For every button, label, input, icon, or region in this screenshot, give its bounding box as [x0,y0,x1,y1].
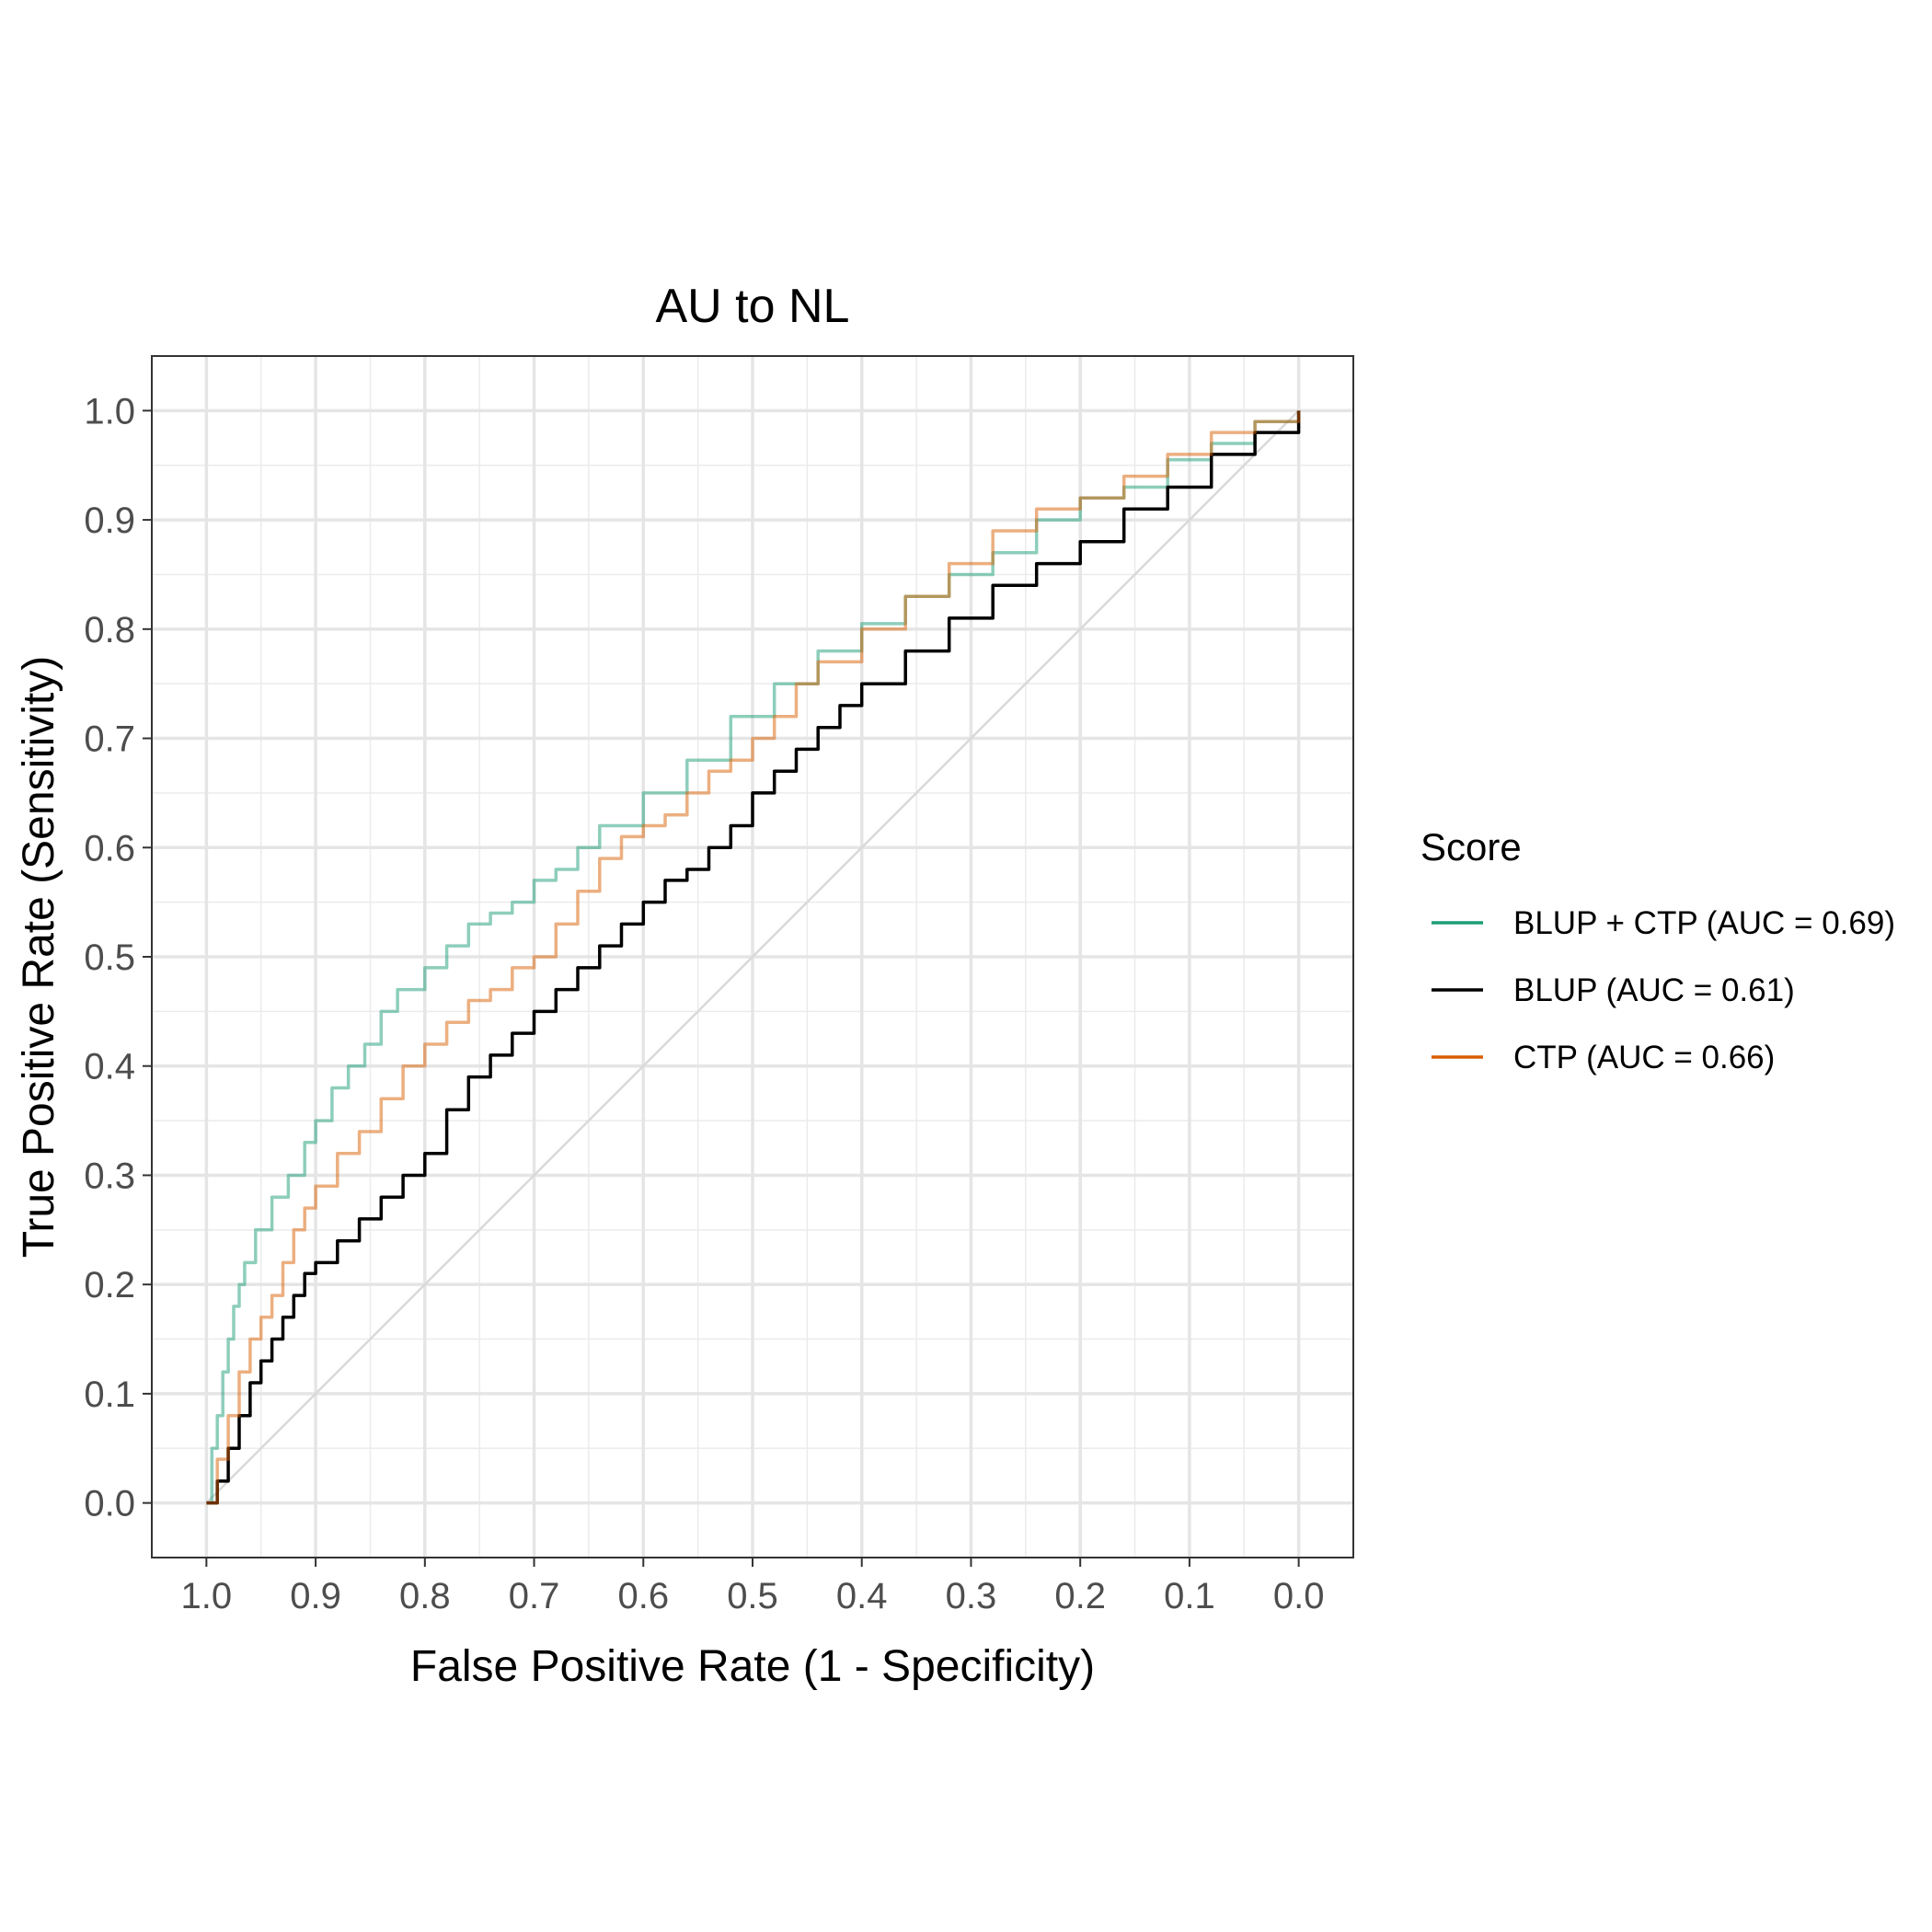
major-gridlines [152,356,1353,1558]
x-axis-title: False Positive Rate (1 - Specificity) [410,1642,1095,1691]
legend-title: Score [1420,825,1522,868]
y-tick-label: 0.1 [84,1374,135,1415]
legend-items: BLUP + CTP (AUC = 0.69) BLUP (AUC = 0.61)… [1432,905,1895,1075]
y-tick-label: 1.0 [84,391,135,431]
y-tick-label: 0.3 [84,1156,135,1196]
y-tick-label: 0.8 [84,610,135,650]
legend-label-3: CTP (AUC = 0.66) [1513,1040,1775,1075]
x-tick-label: 0.9 [290,1576,341,1616]
x-tick-label: 0.8 [399,1576,451,1616]
x-tick-label: 0.2 [1054,1576,1106,1616]
roc-curve-3 [206,410,1301,1505]
diagonal-reference-line [205,409,1300,1504]
chart-title: AU to NL [656,280,850,333]
x-tick-label: 0.4 [836,1576,888,1616]
x-tick-label: 0.1 [1164,1576,1215,1616]
y-tick-label: 0.5 [84,937,135,978]
y-axis-ticks: 0.0 0.1 0.2 0.3 0.4 0.5 0.6 0.7 0.8 0.9 1.0 [84,391,152,1524]
y-tick-label: 0.7 [84,719,135,760]
legend-label-1: BLUP + CTP (AUC = 0.69) [1513,905,1895,941]
roc-curves [206,410,1301,1505]
y-tick-label: 0.0 [84,1484,135,1524]
x-tick-label: 0.3 [946,1576,997,1616]
x-tick-label: 0.6 [617,1576,669,1616]
legend-label-2: BLUP (AUC = 0.61) [1513,972,1795,1008]
x-tick-label: 0.5 [727,1576,778,1616]
x-axis-ticks: 1.0 0.9 0.8 0.7 0.6 0.5 0.4 0.3 0.2 0.1 0.0 [181,1558,1325,1616]
y-tick-label: 0.9 [84,500,135,541]
plot-area [151,355,1354,1558]
y-tick-label: 0.4 [84,1047,135,1087]
y-tick-label: 0.2 [84,1265,135,1305]
legend: Score BLUP + CTP (AUC = 0.69) BLUP (AUC =… [1420,825,1895,1075]
x-tick-label: 1.0 [181,1576,233,1616]
roc-curve-2 [206,410,1301,1505]
x-tick-label: 0.7 [509,1576,560,1616]
x-tick-label: 0.0 [1273,1576,1325,1616]
y-tick-label: 0.6 [84,828,135,868]
y-axis-title: True Positive Rate (Sensitivity) [15,656,63,1258]
